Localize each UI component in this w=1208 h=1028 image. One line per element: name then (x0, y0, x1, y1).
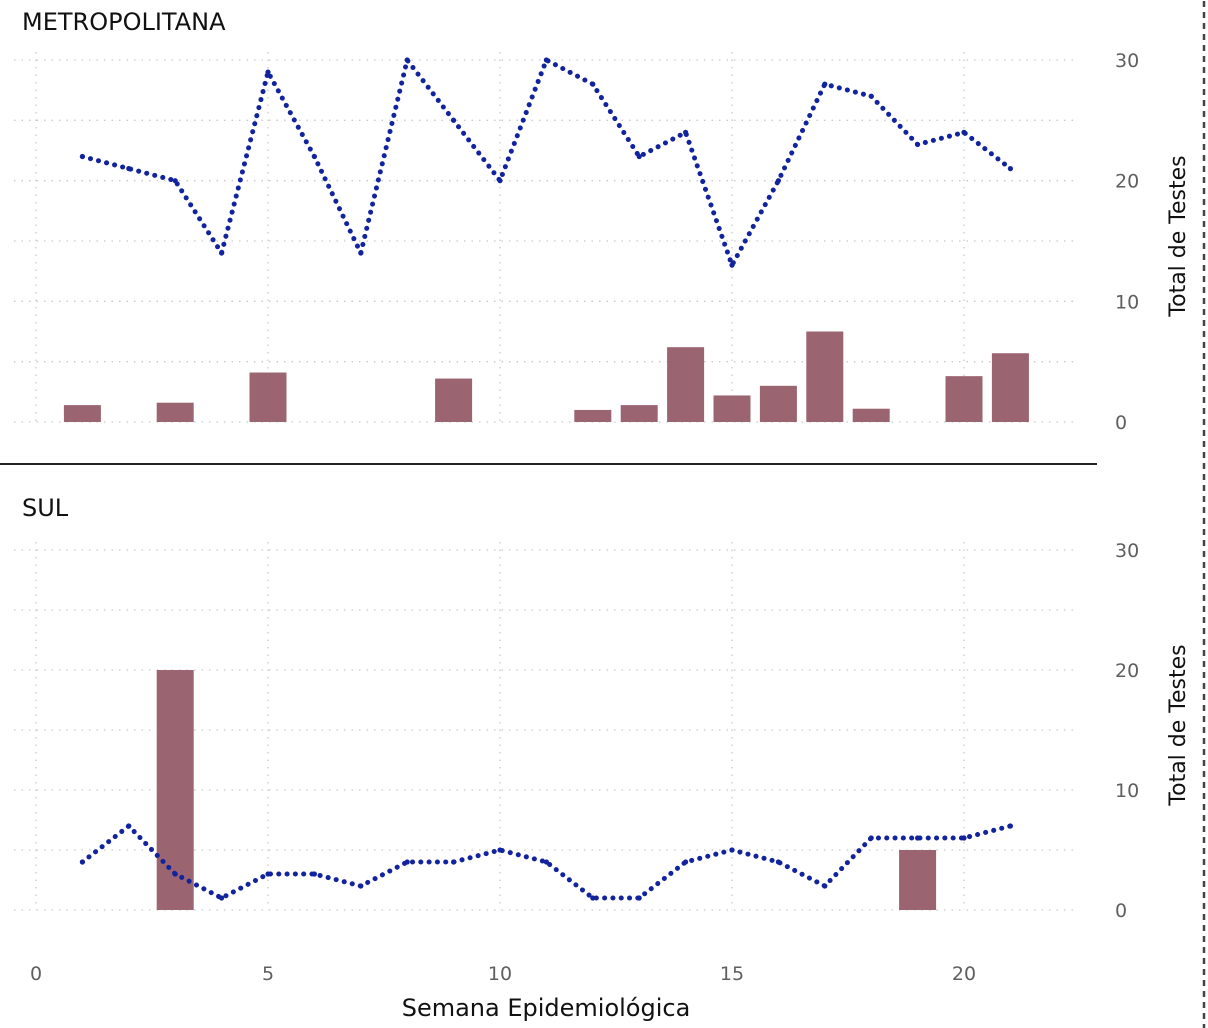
y-tick-label: 0 (1115, 900, 1127, 922)
bar (249, 372, 287, 422)
line-point (404, 859, 410, 865)
line-point (219, 895, 225, 901)
line-point (219, 250, 225, 256)
x-tick-label: 0 (30, 963, 42, 985)
visual-frame (1202, 0, 1206, 1028)
line-point (79, 153, 85, 160)
line-point (451, 117, 457, 123)
bar (899, 850, 937, 910)
y-tick-label: 20 (1115, 660, 1139, 682)
bar (852, 408, 890, 422)
panel-metropolitana: METROPOLITANA 0 10 20 30 Total de Testes (14, 8, 1191, 434)
line-point (451, 859, 457, 865)
line-point (497, 178, 503, 184)
line-point (1007, 823, 1014, 829)
line-point (172, 871, 178, 877)
line-point (915, 835, 921, 841)
panel-title: SUL (22, 494, 69, 522)
y-tick-label: 0 (1115, 412, 1127, 434)
y-axis-label: Total de Testes (1166, 155, 1191, 317)
x-axis: 0 5 10 15 20 (30, 963, 976, 985)
panel-title: METROPOLITANA (22, 8, 226, 36)
line-point (636, 153, 642, 160)
line-point (358, 250, 364, 256)
bar (574, 409, 612, 422)
line-point (961, 835, 967, 841)
line-point (265, 69, 271, 75)
bar (713, 395, 751, 422)
bar (620, 405, 658, 422)
line-point (497, 847, 503, 853)
bar (156, 402, 194, 422)
line-point (590, 81, 596, 87)
panel-sul: SUL 0 10 20 30 Total de Testes (14, 494, 1191, 922)
line-point (311, 153, 317, 160)
bar (806, 331, 844, 422)
y-tick-label: 30 (1115, 540, 1139, 562)
line-point (79, 859, 85, 865)
line-point (683, 859, 689, 865)
x-tick-label: 20 (952, 963, 976, 985)
line-point (961, 129, 967, 135)
x-tick-label: 10 (488, 963, 512, 985)
line-point (126, 823, 132, 829)
line-series (79, 54, 1013, 272)
bar (991, 353, 1029, 422)
bar (435, 378, 473, 422)
y-tick-label: 30 (1115, 50, 1139, 72)
line-point (543, 859, 550, 865)
x-tick-label: 15 (720, 963, 744, 985)
line-point (683, 129, 689, 135)
line-point (311, 871, 317, 877)
line-point (729, 262, 735, 268)
line-point (868, 835, 874, 841)
bar (759, 385, 797, 422)
line-point (729, 847, 735, 853)
y-axis-label: Total de Testes (1166, 644, 1191, 806)
line-point (868, 93, 874, 99)
line-point (915, 141, 921, 148)
bar (667, 347, 705, 422)
line-point (265, 871, 271, 877)
bar (156, 670, 194, 910)
line-point (126, 166, 132, 172)
y-tick-label: 20 (1115, 171, 1139, 193)
y-tick-label: 10 (1115, 291, 1139, 313)
line-point (822, 81, 828, 87)
x-axis-label: Semana Epidemiológica (402, 994, 691, 1022)
line-point (636, 895, 642, 901)
x-tick-label: 5 (262, 963, 274, 985)
line-point (358, 883, 364, 889)
line-point (1007, 166, 1014, 172)
line-point (172, 178, 178, 184)
line-point (404, 57, 410, 63)
y-tick-label: 10 (1115, 780, 1139, 802)
bar (945, 376, 983, 422)
line-point (543, 57, 550, 63)
line-point (775, 859, 782, 865)
line-point (590, 895, 596, 901)
line-point (775, 178, 782, 184)
bar (63, 405, 101, 422)
line-point (822, 883, 828, 889)
